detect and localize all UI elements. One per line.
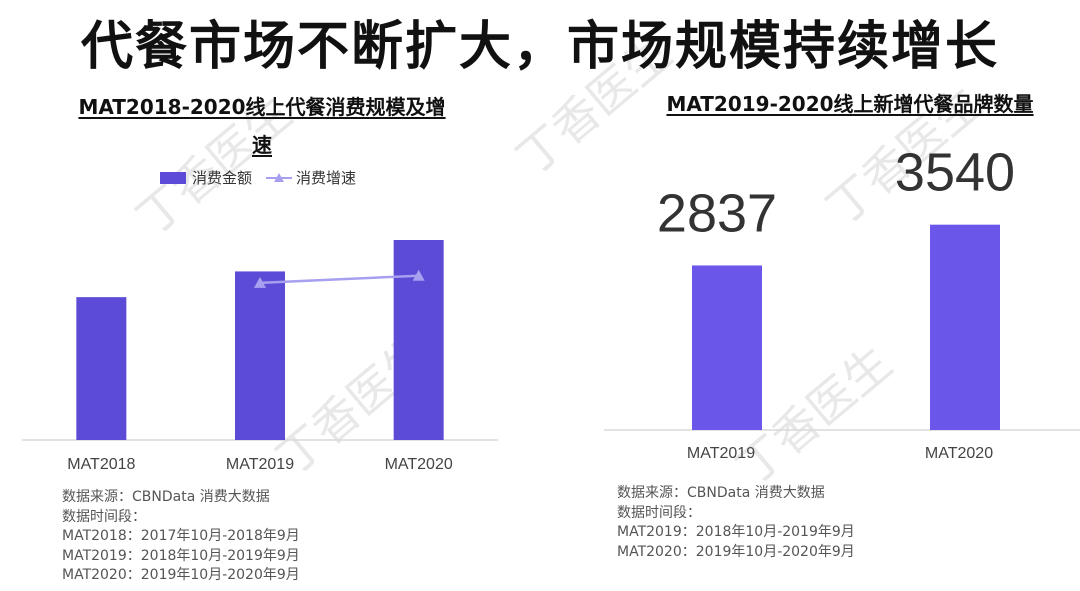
right-chart-title: MAT2019-2020线上新增代餐品牌数量 [666,92,1034,116]
left-chart-title-line2: 速 [252,133,272,157]
left-chart-title: MAT2018-2020线上代餐消费规模及增 速 [62,88,462,164]
right-x-tick-label: MAT2020 [925,445,993,462]
left-chart-notes: 数据来源：CBNData 消费大数据 数据时间段： MAT2018：2017年1… [62,488,300,586]
right-x-tick-label: MAT2019 [687,445,755,462]
right-chart-notes: 数据来源：CBNData 消费大数据 数据时间段： MAT2019：2018年1… [617,484,855,562]
left-chart-legend: 消费金额 消费增速 [160,167,356,188]
legend-bar-label: 消费金额 [192,169,253,187]
right-data-label: 3540 [895,143,1015,203]
note-period-label: 数据时间段： [617,504,701,521]
legend-line-swatch [266,172,293,182]
note-period-label: 数据时间段： [62,508,146,525]
right-bar-mat2019 [692,265,762,430]
legend-bar-swatch [160,171,186,184]
left-chart-title-line1: MAT2018-2020线上代餐消费规模及增 [78,95,446,119]
note-mat2019: MAT2019：2018年10月-2019年9月 [617,524,855,540]
left-x-tick-label: MAT2020 [385,456,453,473]
left-x-tick-label: MAT2018 [67,456,135,473]
legend-line-label: 消费增速 [296,169,357,187]
left-bar-mat2018 [76,297,127,440]
right-data-label: 2837 [657,183,777,243]
right-bar-mat2020 [930,224,1000,430]
note-source: 数据来源：CBNData 消费大数据 [62,489,270,505]
left-growth-marker [412,269,425,281]
note-source: 数据来源：CBNData 消费大数据 [617,485,825,501]
left-bar-mat2019 [235,271,285,440]
note-mat2020: MAT2020：2019年10月-2020年9月 [62,567,300,583]
page-title: 代餐市场不断扩大，市场规模持续增长 [80,17,999,77]
left-growth-line [259,274,419,285]
left-growth-marker [254,276,266,288]
note-mat2020: MAT2020：2019年10月-2020年9月 [617,543,855,560]
left-x-tick-label: MAT2019 [226,456,294,473]
note-mat2018: MAT2018：2017年10月-2018年9月 [62,528,300,544]
note-mat2019: MAT2019：2018年10月-2019年9月 [62,547,300,564]
